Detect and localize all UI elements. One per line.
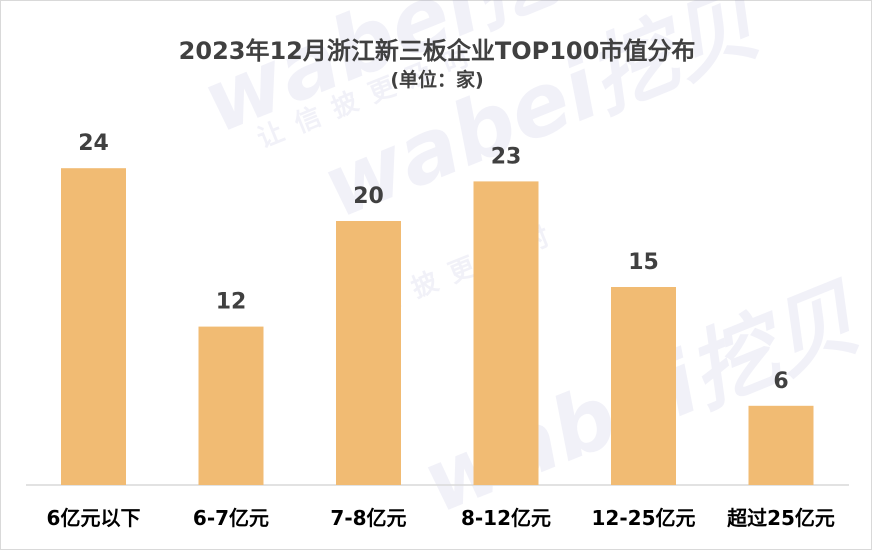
category-label-5: 12-25亿元 (592, 506, 696, 530)
category-label-3: 7-8亿元 (330, 506, 406, 530)
bar-3 (336, 221, 401, 485)
bar-5 (611, 287, 676, 485)
category-label-6: 超过25亿元 (726, 506, 835, 530)
category-label-2: 6-7亿元 (193, 506, 269, 530)
bar-1 (61, 168, 126, 485)
bar-6 (748, 405, 814, 485)
data-label-1: 24 (78, 131, 109, 156)
data-label-4: 23 (491, 144, 522, 169)
bar-4 (473, 181, 539, 485)
chart-title: 2023年12月浙江新三板企业TOP100市值分布 (178, 37, 696, 65)
chart-subtitle: (单位：家) (390, 69, 484, 91)
data-label-6: 6 (773, 369, 788, 394)
data-label-2: 12 (216, 290, 247, 315)
category-label-1: 6亿元以下 (47, 506, 141, 530)
data-label-3: 20 (353, 184, 384, 209)
category-label-4: 8-12亿元 (461, 506, 551, 530)
data-label-5: 15 (628, 250, 659, 275)
bar-2 (198, 326, 264, 485)
